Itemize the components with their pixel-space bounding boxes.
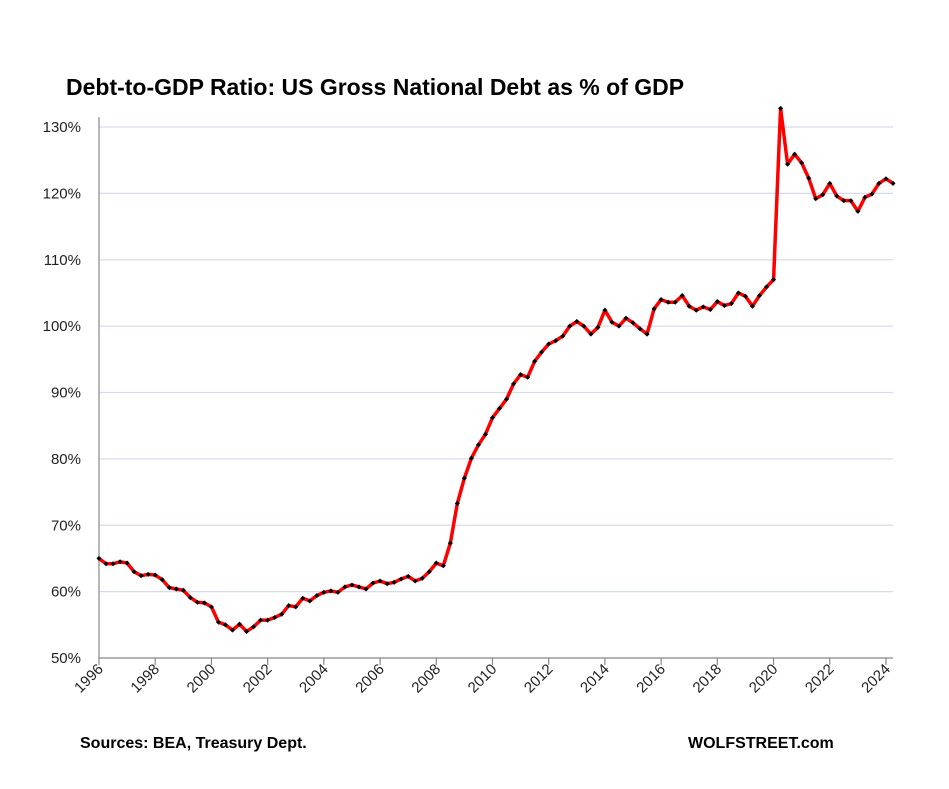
x-tick-label: 2022 <box>802 661 838 697</box>
data-point <box>398 576 404 582</box>
data-point <box>468 455 474 461</box>
y-tick-label: 50% <box>51 650 81 667</box>
x-tick-label: 2000 <box>184 661 220 697</box>
data-point <box>518 372 524 378</box>
data-point <box>792 151 798 157</box>
data-point <box>461 475 467 481</box>
y-tick-label: 60% <box>51 584 81 601</box>
data-point <box>679 293 685 299</box>
y-tick-label: 70% <box>51 517 81 534</box>
y-tick-label: 90% <box>51 385 81 402</box>
x-tick-label: 2020 <box>746 661 782 697</box>
data-point <box>616 323 622 329</box>
data-point <box>405 573 411 579</box>
x-tick-label: 2004 <box>296 661 332 697</box>
data-point <box>567 323 573 329</box>
data-point <box>440 563 446 569</box>
x-tick-label: 2012 <box>521 661 557 697</box>
data-point <box>714 299 720 305</box>
data-point <box>377 578 383 584</box>
data-point <box>581 323 587 329</box>
x-tick-label: 2008 <box>408 661 444 697</box>
x-tick-label: 2018 <box>690 661 726 697</box>
data-point <box>588 331 594 337</box>
data-point <box>475 442 481 448</box>
data-point <box>293 604 299 610</box>
data-point <box>742 293 748 299</box>
data-point <box>496 405 503 411</box>
data-point <box>286 603 292 609</box>
data-point <box>265 617 271 623</box>
data-point <box>258 617 264 623</box>
x-tick-label: 2014 <box>577 661 613 697</box>
data-point <box>763 284 770 290</box>
data-point <box>560 333 566 339</box>
data-point <box>279 611 285 617</box>
data-point <box>370 580 376 586</box>
y-tick-label: 100% <box>43 318 81 335</box>
x-tick-label: 1998 <box>127 661 163 697</box>
data-point <box>503 396 510 402</box>
x-tick-label: 2002 <box>240 661 276 697</box>
data-point <box>412 578 418 584</box>
x-tick-label: 2010 <box>465 661 501 697</box>
x-tick-label: 2024 <box>858 661 894 697</box>
y-tick-label: 80% <box>51 451 81 468</box>
data-point <box>686 303 692 309</box>
data-point <box>609 319 615 325</box>
data-point <box>511 381 517 387</box>
data-point <box>637 326 643 332</box>
series-line <box>97 106 894 634</box>
x-tick-label: 2016 <box>633 661 669 697</box>
data-point <box>700 304 706 310</box>
data-point <box>651 306 657 312</box>
data-point <box>532 358 538 364</box>
x-tick-label: 2006 <box>352 661 388 697</box>
y-tick-label: 130% <box>43 119 81 136</box>
chart-title: Debt-to-GDP Ratio: US Gross National Deb… <box>66 74 685 100</box>
data-point <box>644 331 650 337</box>
data-point <box>630 320 636 326</box>
data-point <box>489 415 496 421</box>
brand-label: WOLFSTREET.com <box>688 735 834 752</box>
data-point <box>419 575 425 581</box>
y-tick-label: 120% <box>43 185 81 202</box>
sources-note: Sources: BEA, Treasury Dept. <box>80 735 307 752</box>
data-point <box>454 500 460 506</box>
y-tick-label: 110% <box>44 252 81 269</box>
data-point <box>384 581 390 587</box>
data-point <box>482 431 489 437</box>
data-point <box>272 614 278 621</box>
